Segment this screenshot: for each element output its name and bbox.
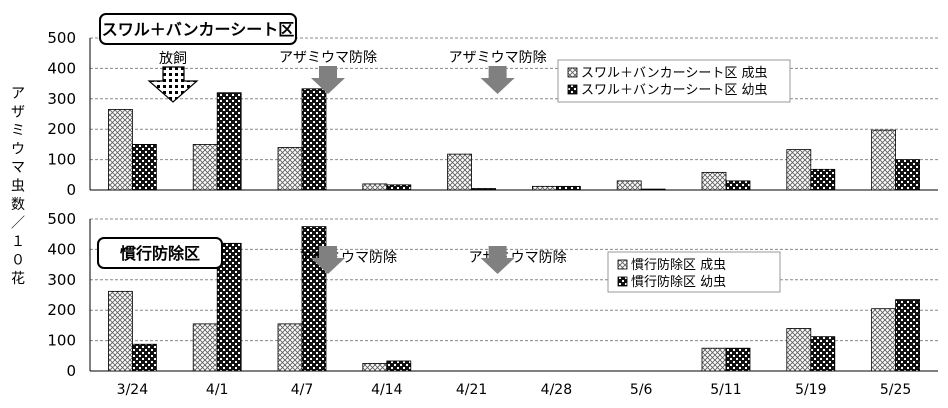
legend-label: 慣行防除区 成虫 bbox=[631, 257, 726, 273]
y-axis-label-char: 数 bbox=[11, 197, 25, 213]
y-axis-label-char: １ bbox=[11, 234, 25, 250]
legend-label: スワル＋バンカーシート区 成虫 bbox=[581, 66, 768, 81]
panel-title: スワル＋バンカーシート区 bbox=[102, 20, 294, 39]
bar-larva bbox=[131, 143, 157, 191]
legend-swatch bbox=[617, 276, 628, 287]
spray-arrow-icon bbox=[480, 246, 515, 274]
bar-larva bbox=[386, 360, 412, 372]
bar-adult bbox=[616, 180, 642, 191]
y-tick-label: 100 bbox=[47, 151, 76, 169]
y-tick-label: 500 bbox=[47, 210, 76, 228]
bar-larva bbox=[810, 336, 836, 372]
bar-larva bbox=[895, 299, 920, 372]
x-tick-label: 5/19 bbox=[795, 382, 826, 398]
bar-larva bbox=[725, 180, 751, 191]
legend-swatch bbox=[567, 67, 578, 78]
panel-title: 慣行防除区 bbox=[119, 244, 200, 263]
bar-adult bbox=[871, 129, 896, 191]
annotation-label: アザミウマ防除 bbox=[449, 50, 547, 66]
panel-title-box bbox=[97, 237, 223, 269]
y-axis-label-char: ／ bbox=[11, 216, 25, 232]
bar-larva bbox=[895, 159, 920, 191]
annotation-label: 放飼 bbox=[159, 51, 187, 67]
bar-larva bbox=[725, 347, 751, 372]
y-tick-label: 0 bbox=[66, 181, 76, 199]
legend-swatch bbox=[567, 84, 578, 95]
spray-arrow-icon bbox=[311, 246, 345, 274]
y-tick-label: 200 bbox=[47, 301, 76, 319]
bar-larva bbox=[301, 88, 327, 191]
bar-larva bbox=[556, 185, 581, 191]
bar-adult bbox=[701, 347, 727, 372]
y-axis-label-char: ０ bbox=[11, 253, 25, 269]
x-tick-label: 5/11 bbox=[710, 382, 741, 398]
y-tick-label: 300 bbox=[47, 271, 76, 289]
y-tick-label: 200 bbox=[47, 120, 76, 138]
panel-title-box bbox=[99, 13, 297, 45]
annotation-label: アザミウマ防除 bbox=[279, 50, 377, 66]
x-tick-label: 4/14 bbox=[371, 382, 403, 398]
y-axis-label-char: ウ bbox=[11, 142, 25, 158]
y-axis-label-char: 虫 bbox=[11, 179, 25, 195]
legend-label: 慣行防除区 幼虫 bbox=[631, 274, 726, 290]
bar-adult bbox=[362, 362, 388, 372]
y-axis-label-char: マ bbox=[11, 160, 25, 176]
bar-adult bbox=[277, 323, 303, 372]
y-axis-label-char: ア bbox=[11, 86, 25, 102]
x-tick-label: 3/24 bbox=[117, 382, 149, 398]
y-tick-label: 300 bbox=[47, 90, 76, 108]
bar-larva bbox=[216, 242, 242, 372]
bar-adult bbox=[871, 308, 896, 372]
x-tick-label: 4/7 bbox=[291, 382, 314, 398]
y-axis-label-char: ザ bbox=[11, 105, 25, 121]
bar-adult bbox=[192, 323, 218, 372]
bar-adult bbox=[108, 109, 133, 191]
bars bbox=[108, 88, 920, 372]
bar-adult bbox=[532, 185, 557, 191]
bar-adult bbox=[447, 153, 473, 191]
bar-adult bbox=[786, 328, 812, 372]
release-arrow-icon bbox=[147, 66, 199, 103]
legend-box bbox=[557, 59, 791, 103]
y-tick-label: 0 bbox=[66, 362, 76, 380]
x-tick-label: 4/1 bbox=[206, 382, 229, 398]
bar-larva bbox=[386, 184, 412, 191]
bar-larva bbox=[216, 92, 242, 191]
bar-adult bbox=[108, 290, 133, 372]
spray-arrow-icon bbox=[480, 66, 515, 94]
bar-larva bbox=[131, 343, 157, 372]
y-tick-label: 100 bbox=[47, 332, 76, 350]
legend-box bbox=[607, 251, 781, 293]
bar-larva bbox=[810, 168, 836, 191]
bar-adult bbox=[362, 183, 388, 191]
y-axis-label-char: 花 bbox=[11, 271, 25, 287]
y-axis-label-char: ミ bbox=[11, 123, 25, 139]
bar-adult bbox=[701, 171, 727, 191]
x-tick-label: 5/6 bbox=[630, 382, 653, 398]
y-tick-label: 400 bbox=[47, 59, 76, 77]
bar-adult bbox=[277, 147, 303, 191]
y-tick-label: 500 bbox=[47, 29, 76, 47]
y-tick-label: 400 bbox=[47, 240, 76, 258]
bar-larva bbox=[301, 226, 327, 372]
bar-larva bbox=[471, 188, 497, 191]
bar-larva bbox=[640, 188, 666, 191]
legend-swatch bbox=[617, 259, 628, 270]
x-tick-label: 4/28 bbox=[541, 382, 572, 398]
bar-adult bbox=[786, 149, 812, 191]
x-tick-label: 4/21 bbox=[456, 382, 487, 398]
bar-adult bbox=[192, 143, 218, 191]
x-tick-label: 5/25 bbox=[880, 382, 911, 398]
spray-arrow-icon bbox=[311, 66, 345, 94]
legend-label: スワル＋バンカーシート区 幼虫 bbox=[581, 83, 768, 98]
